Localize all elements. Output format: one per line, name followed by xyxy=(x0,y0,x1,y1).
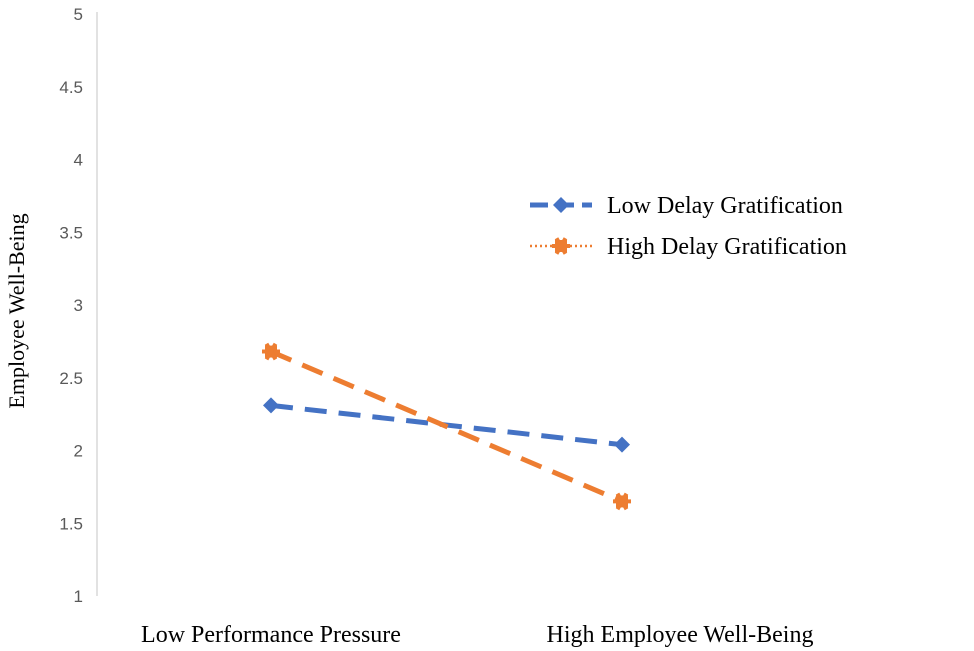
y-tick-label: 1 xyxy=(74,587,83,606)
y-tick-label: 4.5 xyxy=(59,78,83,97)
legend-label: High Delay Gratification xyxy=(607,234,847,260)
data-point xyxy=(613,492,631,511)
legend-marker xyxy=(553,197,569,213)
legend-item: Low Delay Gratification xyxy=(530,193,843,219)
legend-marker xyxy=(552,237,570,255)
series-line xyxy=(270,349,623,504)
y-tick-label: 5 xyxy=(74,5,83,24)
y-tick-label: 2.5 xyxy=(59,369,83,388)
data-point xyxy=(263,397,279,414)
y-tick-label: 4 xyxy=(74,151,83,170)
y-tick-labels: 1 1.5 2 2.5 3 3.5 4 4.5 5 xyxy=(59,5,83,606)
series-layer xyxy=(262,342,631,511)
series-2 xyxy=(262,342,631,511)
category-label: High Employee Well-Being xyxy=(547,622,814,648)
y-axis-label: Employee Well-Being xyxy=(4,213,29,408)
data-point xyxy=(262,342,280,361)
y-tick-label: 2 xyxy=(74,442,83,461)
category-labels: Low Performance Pressure High Employee We… xyxy=(141,622,813,648)
y-tick-label: 3 xyxy=(74,296,83,315)
y-tick-label: 3.5 xyxy=(59,223,83,242)
category-label: Low Performance Pressure xyxy=(141,622,401,648)
legend: Low Delay Gratification High Delay Gratif… xyxy=(530,193,847,260)
data-point xyxy=(614,436,630,453)
y-tick-label: 1.5 xyxy=(59,514,83,533)
legend-item: High Delay Gratification xyxy=(530,234,847,260)
legend-label: Low Delay Gratification xyxy=(607,193,843,219)
